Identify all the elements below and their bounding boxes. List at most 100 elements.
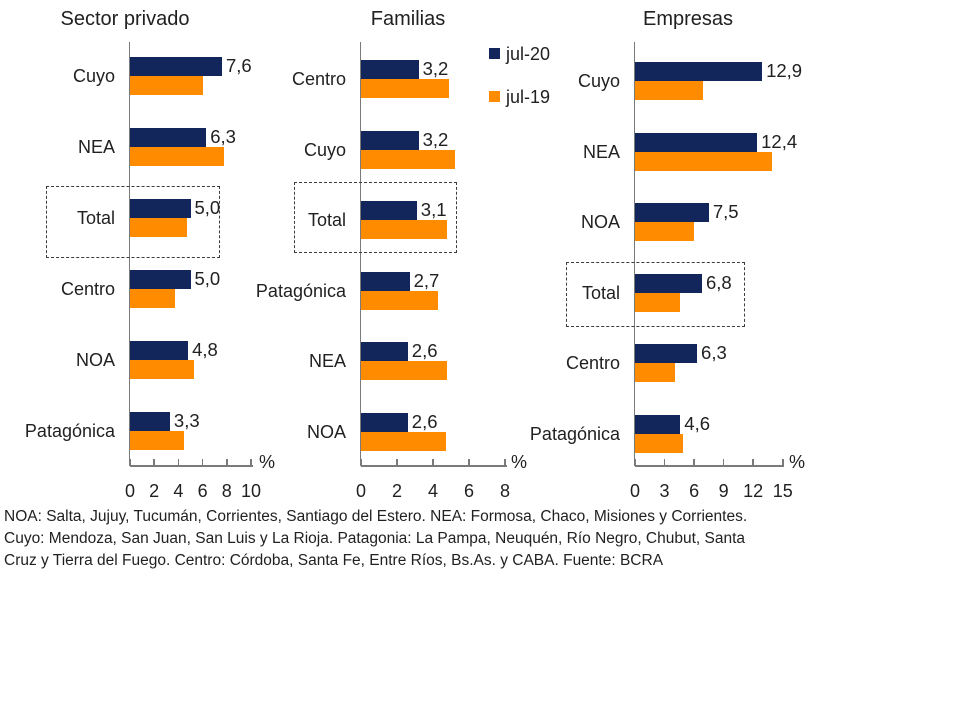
x-tick-label: 2 [391, 481, 402, 501]
bar-jul-20-total [130, 199, 191, 218]
x-axis-line [361, 465, 507, 467]
bar-jul-19-patago-nica [635, 433, 684, 453]
x-axis-line [635, 465, 785, 467]
bar-jul-19-nea [130, 147, 225, 166]
chart-title-empresas: Empresas [642, 8, 734, 30]
x-tick-mark [250, 459, 252, 466]
value-label-total: 6,8 [705, 271, 732, 293]
bar-jul-20-cuyo [361, 130, 419, 150]
bar-jul-19-noa [361, 431, 446, 451]
footnote-line: NOA: Salta, Jujuy, Tucumán, Corrientes, … [4, 508, 748, 525]
category-label-patago-nica: Patagónica [255, 280, 346, 301]
value-label-patago-nica: 2,7 [413, 269, 440, 291]
bar-jul-20-patago-nica [361, 271, 410, 291]
bar-jul-19-centro [635, 363, 676, 382]
bar-jul-19-centro [130, 289, 175, 308]
y-axis-line [633, 42, 635, 466]
x-tick-label: 0 [629, 481, 640, 501]
value-label-noa: 4,8 [192, 339, 218, 360]
value-label-patago-nica: 3,3 [173, 410, 200, 431]
x-tick-mark [201, 459, 204, 466]
legend-swatch-jul-19-icon [489, 91, 500, 102]
category-label-noa: NOA [306, 421, 346, 442]
bar-jul-20-cuyo [635, 62, 763, 81]
x-tick-label: 6 [689, 481, 700, 501]
category-label-patago-nica: Patagónica [24, 421, 115, 441]
bar-jul-20-centro [130, 270, 191, 289]
value-label-nea: 2,6 [411, 340, 438, 361]
bar-jul-19-cuyo [130, 76, 203, 95]
footnote-line: Cuyo: Mendoza, San Juan, San Luis y La R… [4, 530, 746, 547]
bar-jul-19-centro [361, 79, 450, 98]
y-axis-line [128, 42, 130, 466]
value-label-cuyo: 12,9 [766, 60, 803, 81]
category-label-nea: NEA [77, 137, 115, 157]
x-tick-label: 4 [427, 481, 438, 501]
bar-jul-19-total [130, 218, 187, 237]
value-label-cuyo: 3,2 [422, 128, 449, 150]
total-highlight-box [294, 182, 457, 253]
value-label-total: 3,1 [420, 199, 447, 220]
category-label-cuyo: Cuyo [72, 66, 115, 86]
x-tick-mark [129, 459, 131, 466]
x-tick-mark [177, 459, 180, 466]
bar-jul-20-centro [361, 60, 419, 79]
bar-jul-19-nea [635, 151, 772, 171]
category-label-noa: NOA [580, 212, 620, 232]
x-tick-mark [432, 459, 434, 466]
bar-jul-19-cuyo [635, 81, 703, 100]
value-label-total: 5,0 [194, 197, 221, 218]
bar-jul-20-patago-nica [635, 414, 681, 434]
x-tick-label: 15 [772, 481, 793, 501]
bar-jul-19-noa [635, 222, 695, 241]
legend-label-jul-19: jul-19 [506, 87, 551, 107]
x-tick-mark [226, 459, 228, 466]
x-axis-line [130, 465, 253, 467]
x-tick-mark [782, 459, 784, 466]
bar-jul-20-noa [130, 341, 189, 360]
category-label-cuyo: Cuyo [577, 71, 620, 91]
x-tick-label: 6 [463, 481, 474, 501]
x-tick-mark [663, 459, 666, 466]
bar-jul-20-noa [635, 203, 709, 222]
value-label-patago-nica: 4,6 [684, 412, 711, 434]
footnote-line: Cruz y Tierra del Fuego. Centro: Córdoba… [4, 552, 664, 569]
category-label-noa: NOA [75, 350, 115, 370]
x-unit-label: % [511, 452, 528, 472]
x-tick-mark [752, 459, 754, 466]
x-tick-label: 0 [355, 481, 366, 501]
total-highlight-box [46, 186, 220, 258]
category-label-total: Total [76, 208, 115, 228]
x-tick-mark [634, 459, 636, 466]
x-tick-label: 0 [124, 481, 135, 501]
x-unit-label: % [789, 452, 806, 472]
value-label-nea: 12,4 [761, 130, 798, 152]
chart-title-familias: Familias [370, 8, 446, 30]
value-label-nea: 6,3 [210, 126, 236, 147]
x-tick-label: 10 [240, 481, 262, 501]
value-label-noa: 7,5 [712, 201, 739, 222]
category-label-total: Total [581, 282, 620, 303]
bar-jul-20-noa [361, 412, 408, 432]
x-tick-mark [360, 459, 362, 466]
x-tick-label: 9 [718, 481, 729, 501]
category-label-centro: Centro [291, 69, 346, 89]
value-label-cuyo: 7,6 [225, 55, 252, 76]
bar-jul-20-cuyo [130, 57, 222, 76]
legend-swatch-jul-20-icon [489, 48, 500, 59]
value-label-centro: 5,0 [194, 268, 221, 289]
bar-jul-20-centro [635, 344, 698, 363]
x-tick-label: 3 [659, 481, 670, 501]
bar-jul-19-nea [361, 361, 448, 380]
x-tick-mark [396, 459, 398, 466]
bar-jul-20-nea [635, 132, 758, 152]
x-tick-label: 2 [149, 481, 160, 501]
category-label-cuyo: Cuyo [303, 139, 346, 160]
bar-jul-19-total [635, 292, 681, 312]
bar-jul-19-noa [130, 360, 195, 379]
bar-jul-19-total [361, 220, 448, 239]
x-tick-mark [504, 459, 506, 466]
x-tick-label: 8 [221, 481, 232, 501]
category-label-nea: NEA [308, 351, 346, 371]
